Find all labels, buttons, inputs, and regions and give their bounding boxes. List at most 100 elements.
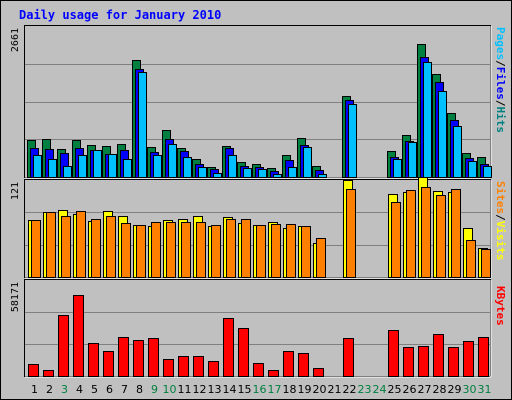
bar-sites-day-9 <box>151 222 161 278</box>
day-label-7: 7 <box>121 383 128 396</box>
day-label-2: 2 <box>46 383 53 396</box>
bar-kbytes-day-30 <box>463 341 474 377</box>
day-label-19: 19 <box>298 383 312 396</box>
day-label-24: 24 <box>373 383 387 396</box>
day-label-3: 3 <box>61 383 68 396</box>
bar-kbytes-day-26 <box>403 347 414 377</box>
day-label-27: 27 <box>418 383 432 396</box>
day-label-29: 29 <box>448 383 462 396</box>
bar-pages-day-11 <box>183 157 192 178</box>
bar-kbytes-day-12 <box>193 356 204 377</box>
bar-kbytes-day-1 <box>28 364 39 377</box>
panel-visits-sites: 121 <box>10 177 492 279</box>
day-label-16: 16 <box>253 383 267 396</box>
bar-pages-day-4 <box>78 155 87 178</box>
bar-sites-day-29 <box>451 189 461 278</box>
legend-item-sites: Sites <box>494 181 507 214</box>
day-label-18: 18 <box>283 383 297 396</box>
y-max-label: 58171 <box>10 282 21 312</box>
day-label-23: 23 <box>358 383 372 396</box>
bar-kbytes-day-4 <box>73 295 84 377</box>
bar-pages-day-14 <box>228 155 237 178</box>
bar-sites-day-26 <box>406 190 416 278</box>
bar-kbytes-day-9 <box>148 338 159 377</box>
legend-item-separator: / <box>494 60 507 67</box>
bar-pages-day-29 <box>453 126 462 178</box>
bar-pages-day-26 <box>408 142 417 178</box>
day-label-22: 22 <box>343 383 357 396</box>
series-sites <box>31 187 491 278</box>
bar-pages-day-1 <box>33 155 42 178</box>
bar-sites-day-22 <box>346 189 356 278</box>
legend-item-pages: Pages <box>494 27 507 60</box>
bar-kbytes-day-31 <box>478 337 489 377</box>
bar-sites-day-18 <box>286 224 296 278</box>
bar-kbytes-day-18 <box>283 351 294 377</box>
bar-sites-day-15 <box>241 219 251 278</box>
bar-pages-day-9 <box>153 155 162 178</box>
bar-kbytes-day-20 <box>313 368 324 377</box>
bar-pages-day-6 <box>108 154 117 178</box>
bar-pages-day-7 <box>123 159 132 178</box>
day-label-9: 9 <box>151 383 158 396</box>
panel-hits-files-pages: 2661 <box>10 25 492 179</box>
bar-sites-day-11 <box>181 222 191 278</box>
bar-kbytes-day-14 <box>223 318 234 377</box>
day-label-15: 15 <box>238 383 252 396</box>
bar-pages-day-17 <box>273 174 282 178</box>
bar-sites-day-31 <box>481 249 491 278</box>
day-label-5: 5 <box>91 383 98 396</box>
bar-kbytes-day-10 <box>163 359 174 377</box>
bar-pages-day-31 <box>483 166 492 178</box>
bar-sites-day-1 <box>31 220 41 278</box>
bar-sites-day-20 <box>316 238 326 278</box>
day-label-13: 13 <box>208 383 222 396</box>
day-label-6: 6 <box>106 383 113 396</box>
day-label-17: 17 <box>268 383 282 396</box>
day-label-26: 26 <box>403 383 417 396</box>
bar-kbytes-day-2 <box>43 370 54 377</box>
bar-sites-day-2 <box>46 212 56 278</box>
day-label-8: 8 <box>136 383 143 396</box>
day-label-14: 14 <box>223 383 237 396</box>
bar-pages-day-3 <box>63 166 72 178</box>
day-label-28: 28 <box>433 383 447 396</box>
bar-kbytes-day-17 <box>268 370 279 377</box>
legend-item-hits: Hits <box>494 107 507 134</box>
bar-sites-day-6 <box>106 216 116 278</box>
bar-pages-day-8 <box>138 72 147 178</box>
bar-sites-day-16 <box>256 225 266 278</box>
bar-sites-day-3 <box>61 216 71 278</box>
legend-item-files: Files <box>494 67 507 100</box>
bar-sites-day-30 <box>466 240 476 278</box>
bar-pages-day-2 <box>48 159 57 178</box>
day-label-25: 25 <box>388 383 402 396</box>
bar-sites-day-5 <box>91 219 101 278</box>
bar-sites-day-10 <box>166 222 176 278</box>
bar-sites-day-14 <box>226 219 236 278</box>
bar-pages-day-13 <box>213 173 222 178</box>
chart-title: Daily usage for January 2010 <box>19 8 221 22</box>
legend-visits-sites: Sites/Visits <box>494 181 507 261</box>
day-label-4: 4 <box>76 383 83 396</box>
bar-sites-day-17 <box>271 224 281 278</box>
bar-kbytes-day-6 <box>103 351 114 377</box>
bar-kbytes-day-22 <box>343 338 354 377</box>
bar-kbytes-day-5 <box>88 343 99 377</box>
bar-pages-day-30 <box>468 161 477 178</box>
day-label-1: 1 <box>31 383 38 396</box>
bar-pages-day-20 <box>318 174 327 178</box>
panel-kbytes: 58171 <box>10 279 492 378</box>
legend-kbytes: KBytes <box>494 286 507 326</box>
y-max-label: 121 <box>10 182 21 200</box>
bar-kbytes-day-13 <box>208 361 219 377</box>
bar-sites-day-19 <box>301 226 311 278</box>
bar-pages-day-18 <box>288 167 297 178</box>
day-label-12: 12 <box>193 383 207 396</box>
bar-pages-day-10 <box>168 144 177 178</box>
bar-kbytes-day-19 <box>298 353 309 377</box>
bar-sites-day-8 <box>136 225 146 278</box>
bar-sites-day-25 <box>391 202 401 278</box>
